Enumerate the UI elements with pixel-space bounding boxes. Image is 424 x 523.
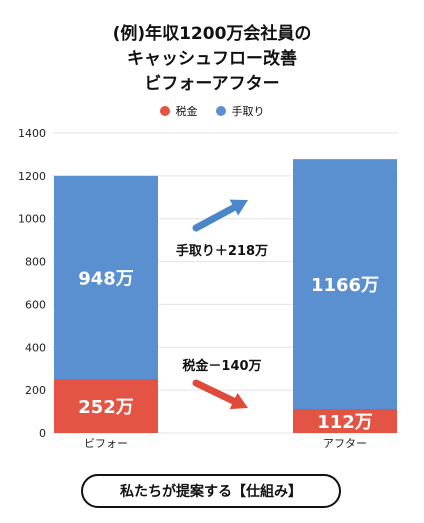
annotation-tax-change: 税金－140万 [182, 358, 261, 374]
y-tick-label: 400 [25, 341, 46, 354]
y-tick-label: 1400 [18, 127, 46, 140]
legend-dot-tax [159, 106, 170, 116]
x-tick-label: ビフォー [84, 437, 128, 450]
legend: 税金 手取り [0, 103, 424, 119]
y-tick-label: 1200 [18, 170, 46, 183]
bar-segment [293, 409, 397, 433]
y-tick-label: 1000 [18, 213, 46, 226]
legend-label-net: 手取り [231, 105, 265, 118]
cta-button[interactable]: 私たちが提案する【仕組み】 [81, 474, 341, 508]
data-label: 948万 [78, 268, 134, 289]
y-tick-label: 0 [39, 427, 46, 440]
data-label: 1166万 [311, 275, 379, 296]
data-label: 112万 [317, 412, 373, 433]
y-tick-label: 200 [25, 384, 46, 397]
legend-label-tax: 税金 [175, 105, 198, 118]
increase-arrow [192, 199, 248, 232]
bar-segment [293, 159, 397, 409]
y-tick-label: 800 [25, 256, 46, 269]
bar-segment [54, 175, 158, 379]
x-tick-label: アフター [323, 437, 367, 450]
annotation-net-change: 手取り＋218万 [176, 243, 268, 259]
chart-title-line-2: キャッシュフロー改善 [127, 49, 297, 69]
legend-item-tax: 税金 [159, 103, 198, 119]
legend-item-net: 手取り [215, 103, 265, 119]
legend-dot-net [215, 106, 226, 116]
bar-segment [54, 379, 158, 433]
chart-title-line-1: (例)年収1200万会社員の [112, 24, 312, 44]
decrease-arrow [192, 379, 248, 410]
data-label: 252万 [78, 397, 134, 418]
y-tick-label: 600 [25, 298, 46, 311]
chart-title-line-3: ビフォーアフター [144, 74, 280, 94]
